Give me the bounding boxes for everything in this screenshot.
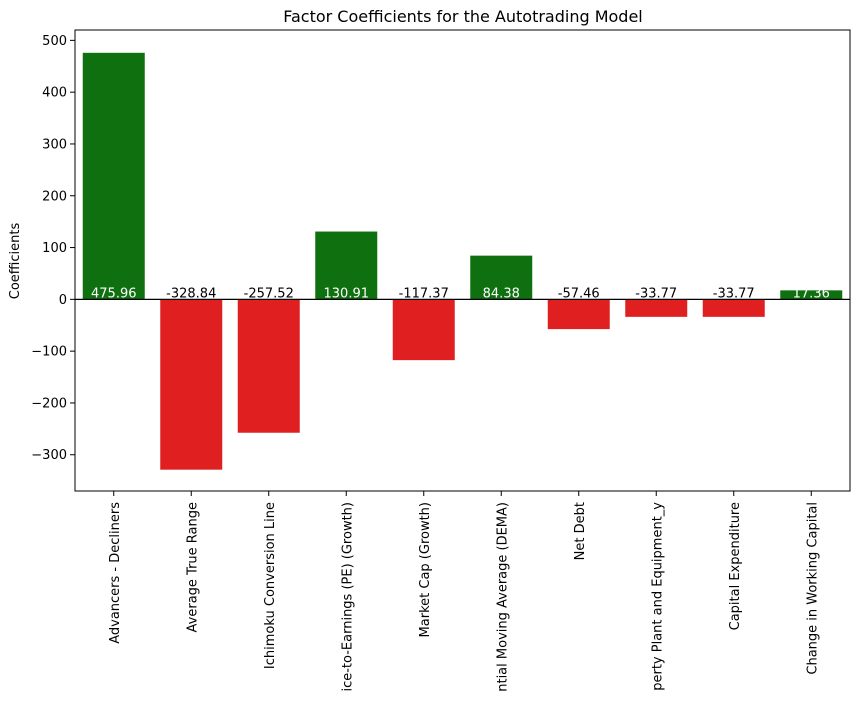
y-tick-label: 300	[42, 137, 67, 152]
x-axis: Advancers - Decliners Average True Range I…	[108, 491, 820, 692]
bar	[780, 290, 843, 300]
x-tick-label: Capital Expenditure	[728, 502, 743, 630]
y-axis: −300 −200 −100 0 100 200 300 400 500	[31, 34, 75, 463]
y-tick-label: 400	[42, 86, 67, 101]
x-tick-label: Change in Working Capital	[805, 502, 820, 675]
bar	[702, 299, 765, 317]
y-tick-label: 0	[59, 293, 67, 308]
y-tick-label: 500	[42, 34, 67, 49]
y-tick-label: −100	[31, 345, 67, 360]
plot-frame	[74, 29, 851, 492]
value-labels: 475.96 -328.84 -257.52 130.91 -117.37 84.38 -5…	[91, 286, 830, 301]
bar-value-label: -257.52	[244, 286, 294, 301]
x-tick-label: Advancers - Decliners	[108, 502, 123, 644]
x-tick-label: Net Debt	[573, 502, 588, 560]
bars-group	[82, 52, 843, 470]
bar	[625, 299, 688, 317]
bar	[392, 299, 455, 361]
bar	[237, 299, 300, 433]
x-tick-label: ntial Moving Average (DEMA)	[495, 502, 510, 692]
x-tick-label: perty Plant and Equipment_y	[650, 502, 665, 691]
bar-value-label: -33.77	[713, 286, 755, 301]
bar-value-label: 84.38	[483, 286, 520, 301]
bar	[547, 299, 610, 330]
bar	[160, 299, 223, 470]
bar	[470, 255, 533, 300]
y-tick-label: −200	[31, 396, 67, 411]
bar-value-label: 17.36	[793, 286, 830, 301]
y-tick-label: 100	[42, 241, 67, 256]
x-tick-label: ice-to-Earnings (PE) (Growth)	[340, 502, 355, 692]
y-axis-label: Coefficients	[8, 223, 23, 300]
bar-value-label: -328.84	[166, 286, 216, 301]
bar-value-label: -57.46	[558, 286, 600, 301]
bar-value-label: -33.77	[635, 286, 677, 301]
x-tick-label: Ichimoku Conversion Line	[263, 502, 278, 669]
x-tick-label: Average True Range	[185, 502, 200, 632]
bar-value-label: 475.96	[91, 286, 137, 301]
bar	[82, 52, 145, 300]
x-tick-label: Market Cap (Growth)	[418, 502, 433, 637]
y-tick-label: 200	[42, 189, 67, 204]
bar	[315, 231, 378, 300]
bar-value-label: -117.37	[399, 286, 449, 301]
chart-title: Factor Coefficients for the Autotrading …	[283, 7, 643, 26]
y-tick-label: −300	[31, 448, 67, 463]
bar-value-label: 130.91	[324, 286, 370, 301]
